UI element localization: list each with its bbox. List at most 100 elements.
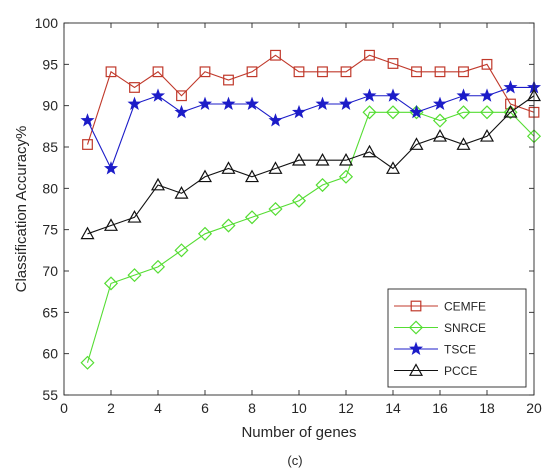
legend-entry-tsce: TSCE — [394, 341, 476, 357]
data-point-tsce — [409, 104, 424, 119]
series-layer — [80, 49, 542, 370]
data-point-snrce — [385, 105, 401, 120]
y-tick-label: 100 — [35, 15, 59, 31]
y-tick-label: 65 — [42, 304, 58, 320]
data-point-cemfe — [199, 66, 211, 78]
legend-marker — [410, 300, 422, 312]
series-line-tsce — [87, 86, 534, 170]
data-point-snrce — [174, 243, 189, 258]
data-point-cemfe — [387, 58, 399, 69]
data-point-cemfe — [505, 98, 516, 110]
data-point-pcce — [456, 137, 471, 150]
data-point-snrce — [150, 259, 166, 274]
data-point-snrce — [432, 113, 448, 128]
y-tick-label: 85 — [42, 139, 58, 155]
x-axis-title: Number of genes — [241, 424, 356, 441]
legend-label: PCCE — [444, 364, 477, 378]
data-point-snrce — [479, 105, 495, 120]
legend-marker — [408, 363, 424, 376]
data-point-snrce — [291, 193, 307, 208]
data-point-tsce — [291, 104, 307, 119]
data-point-snrce — [127, 268, 142, 283]
data-point-pcce — [80, 226, 95, 240]
data-point-tsce — [80, 113, 95, 127]
data-point-tsce — [479, 88, 495, 102]
x-tick-label: 10 — [291, 400, 307, 416]
series-cemfe — [82, 49, 540, 150]
data-point-pcce — [103, 218, 119, 231]
data-point-cemfe — [481, 58, 493, 70]
data-point-tsce — [197, 96, 213, 110]
data-point-pcce — [174, 186, 189, 199]
data-point-cemfe — [340, 66, 352, 78]
data-point-tsce — [103, 161, 119, 175]
x-tick-label: 16 — [432, 400, 448, 416]
data-point-snrce — [80, 355, 95, 370]
data-point-cemfe — [223, 74, 234, 86]
data-point-pcce — [409, 137, 424, 150]
data-point-snrce — [315, 177, 330, 193]
data-point-snrce — [221, 218, 236, 233]
data-point-pcce — [385, 161, 401, 174]
x-tick-label: 12 — [338, 400, 354, 416]
x-tick-label: 14 — [385, 400, 401, 416]
data-point-pcce — [150, 177, 166, 191]
data-point-pcce — [221, 161, 236, 174]
legend: CEMFE SNRCE TSCE PCCE — [387, 288, 527, 388]
x-tick-label: 8 — [248, 400, 256, 416]
data-point-pcce — [432, 129, 448, 142]
data-point-snrce — [338, 169, 354, 184]
data-point-cemfe — [317, 66, 328, 78]
data-point-cemfe — [411, 66, 422, 78]
series-pcce — [80, 88, 542, 240]
data-point-snrce — [456, 105, 471, 120]
data-point-pcce — [244, 169, 260, 183]
y-tick-label: 70 — [42, 263, 58, 279]
data-point-pcce — [362, 144, 377, 158]
legend-entry-cemfe: CEMFE — [394, 300, 486, 314]
data-point-tsce — [503, 80, 518, 94]
data-point-tsce — [432, 96, 448, 110]
y-tick-label: 75 — [42, 222, 58, 238]
data-point-tsce — [268, 113, 283, 127]
series-tsce — [80, 80, 542, 175]
data-point-cemfe — [458, 66, 469, 78]
data-point-tsce — [244, 96, 260, 110]
data-point-tsce — [174, 104, 189, 119]
data-point-tsce — [456, 88, 471, 102]
y-tick-label: 55 — [42, 387, 58, 403]
y-tick-label: 95 — [42, 56, 58, 72]
data-point-snrce — [244, 210, 260, 225]
legend-entry-snrce: SNRCE — [394, 320, 486, 335]
data-point-cemfe — [82, 139, 93, 150]
x-tick-label: 0 — [60, 400, 68, 416]
x-tick-label: 2 — [107, 400, 115, 416]
data-point-cemfe — [129, 82, 140, 93]
data-point-pcce — [503, 105, 518, 118]
data-point-cemfe — [105, 66, 117, 78]
legend-label: TSCE — [444, 343, 476, 357]
data-point-cemfe — [176, 90, 187, 102]
data-point-snrce — [103, 276, 119, 291]
data-point-tsce — [127, 96, 142, 110]
data-point-pcce — [291, 152, 307, 166]
data-point-snrce — [268, 201, 283, 217]
y-tick-label: 80 — [42, 180, 58, 196]
data-point-tsce — [338, 96, 354, 110]
data-point-cemfe — [364, 49, 375, 61]
x-tick-label: 18 — [479, 400, 495, 416]
series-snrce — [80, 105, 542, 370]
data-point-cemfe — [152, 66, 164, 78]
data-point-snrce — [503, 105, 518, 120]
data-point-pcce — [479, 129, 495, 142]
data-point-pcce — [197, 169, 213, 183]
y-axis-title: Classification Accuracy% — [13, 126, 30, 293]
data-point-snrce — [197, 226, 213, 241]
labels-layer: Number of genes Classification Accuracy%… — [13, 126, 357, 468]
axes-layer: 0 2 4 6 8 10 12 14 16 18 20 55 60 65 70 75 80 85 90 95 100 — [35, 15, 542, 416]
legend-entry-pcce: PCCE — [394, 363, 477, 378]
data-point-snrce — [362, 105, 377, 120]
legend-marker — [408, 320, 424, 335]
